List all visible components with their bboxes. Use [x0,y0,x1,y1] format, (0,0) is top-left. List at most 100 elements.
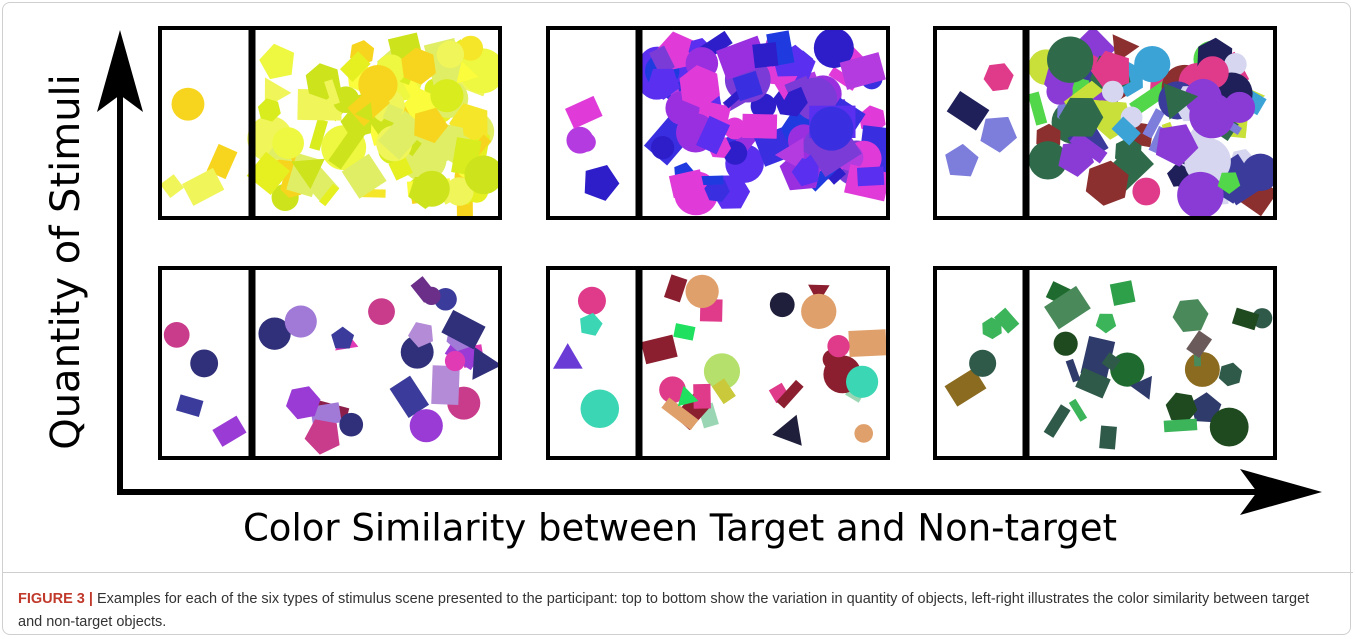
shape [206,143,238,180]
stimulus-panel [933,26,1277,220]
shape [1044,285,1091,330]
shape [994,307,1020,334]
shape [1209,407,1249,447]
shape [1068,398,1088,422]
shape [171,87,205,121]
shape [163,321,190,348]
caption: FIGURE 3 | Examples for each of the six … [18,588,1328,634]
caption-text: Examples for each of the six types of st… [18,591,1310,630]
shape [441,309,486,350]
shape [1155,124,1199,167]
shape [1252,308,1273,329]
shape [679,65,720,109]
shape [175,394,204,418]
panel-border [158,266,502,460]
shapes [553,274,887,446]
shape [1065,358,1081,383]
shape [389,375,430,419]
shape [1069,130,1108,164]
shape [1058,97,1104,137]
shape [354,102,373,123]
shape [856,166,885,187]
shape [272,127,304,160]
shape [1218,362,1243,387]
shape [1190,392,1222,423]
shape [378,110,427,160]
shape [331,326,355,349]
shape [409,409,443,443]
shape [1028,141,1068,180]
shape [945,143,979,177]
shape [1163,83,1199,120]
shape [431,365,460,405]
shape [1132,177,1161,206]
shape [257,98,281,122]
shape [1069,28,1116,72]
shape [813,28,854,69]
shape [564,95,603,129]
shape [1224,53,1247,76]
shape [1115,137,1142,167]
shape [846,365,879,398]
shape [774,137,805,171]
shape [1027,91,1048,126]
shape [1111,116,1141,146]
shape [772,414,802,446]
shape [693,383,711,409]
shape [304,419,340,455]
shape [827,335,850,358]
shape [1099,425,1117,450]
shape [1129,80,1172,116]
shape [324,79,340,106]
shape [584,165,620,201]
stimulus-panel [546,266,890,460]
shape [458,35,484,61]
shape [1053,331,1078,356]
shape [839,52,886,90]
shape [580,389,620,429]
shape [776,379,804,409]
caption-label: FIGURE 3 | [18,591,93,607]
panel-border [546,266,890,460]
shape [190,349,219,378]
stimulus-panel [933,266,1277,460]
shape [1043,404,1071,438]
shape [413,170,450,207]
shape [401,47,436,85]
shape [791,158,819,187]
shape [1109,280,1136,306]
shape [697,175,724,186]
stimulus-panel [158,266,502,460]
x-arrowhead [1240,469,1322,515]
shape [663,274,688,303]
shapes [945,28,1275,218]
shape [286,386,321,420]
shape [319,183,340,207]
shape [212,415,247,447]
shape [382,103,404,125]
shape [358,65,398,105]
caption-separator [2,572,1353,573]
shape [742,113,778,139]
shape [659,376,686,404]
shape [677,385,699,407]
shape [414,107,449,144]
shape [661,397,699,431]
shapes [944,280,1273,450]
shape [848,329,887,357]
shape [284,305,317,338]
shape [444,350,466,372]
shape [770,76,798,100]
shape [1217,172,1241,194]
shape [752,42,779,69]
shape [1163,418,1198,433]
shape [160,174,184,198]
shape [1184,78,1222,117]
shape [1101,352,1121,372]
shape [1184,351,1220,387]
shape [456,61,479,84]
shape [1095,313,1117,334]
shape [291,158,325,190]
shape [673,323,696,341]
